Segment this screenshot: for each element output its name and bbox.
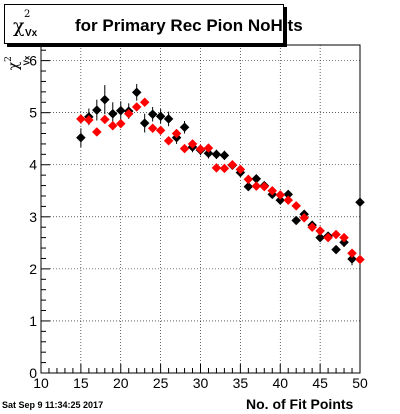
- y-axis-label-superscript: 2: [3, 56, 14, 62]
- y-tick-label: 6: [29, 53, 37, 69]
- series-red-point: [275, 190, 286, 200]
- series-black-point: [155, 111, 166, 122]
- series-red-point: [219, 163, 230, 174]
- series-black-point: [99, 94, 110, 105]
- series-red-point: [76, 114, 86, 124]
- series-red-point: [227, 159, 238, 170]
- series-red-point: [307, 222, 318, 233]
- x-tick-label: 30: [193, 375, 209, 391]
- plot-frame: [40, 44, 361, 374]
- series-red-point: [131, 102, 142, 112]
- title-chi-symbol: χ: [13, 15, 25, 37]
- series-black-point: [131, 87, 142, 98]
- series-red-point: [323, 232, 333, 243]
- series-red-point: [355, 254, 365, 265]
- series-red-point: [171, 128, 182, 139]
- x-tick-label: 35: [233, 375, 249, 391]
- series-red-point: [339, 232, 349, 243]
- y-axis-label: χ 2 Vx: [3, 46, 36, 86]
- series-black-point: [243, 181, 254, 192]
- x-tick-label: 40: [272, 375, 288, 391]
- series-red-point: [107, 120, 118, 131]
- series-red-point: [83, 115, 94, 125]
- y-tick-label: 4: [29, 157, 37, 173]
- series-black-point: [179, 122, 190, 133]
- title-box: χ 2 Vx for Primary Rec Pion NoHits: [4, 4, 303, 44]
- x-tick-label: 15: [73, 375, 89, 391]
- series-black-point: [91, 105, 102, 115]
- series-red-point: [267, 185, 278, 196]
- series-red-point: [91, 127, 102, 137]
- series-red-point: [331, 229, 341, 240]
- y-tick-label: 5: [29, 105, 37, 121]
- timestamp: Sat Sep 9 11:34:25 2017: [2, 400, 104, 410]
- series-red-point: [251, 181, 262, 191]
- series-red-point: [291, 201, 302, 211]
- series-red-point: [299, 212, 310, 223]
- series-red-point: [155, 125, 166, 136]
- series-red-point: [259, 181, 270, 192]
- series-black-point: [203, 148, 214, 159]
- x-tick-label: 10: [33, 375, 49, 391]
- series-red-point: [203, 143, 214, 153]
- series-red-point: [235, 164, 246, 175]
- series-red-point: [99, 114, 110, 125]
- series-black-point: [115, 105, 126, 116]
- x-tick-label: 20: [113, 375, 129, 391]
- series-black-point: [219, 150, 230, 161]
- y-tick-label: 3: [29, 209, 37, 225]
- series-black-point: [211, 149, 222, 160]
- series-red-point: [147, 123, 158, 134]
- series-black-point: [107, 108, 118, 119]
- series-black-point: [147, 109, 158, 120]
- series-black-point: [347, 254, 357, 264]
- y-axis-label-subscript: Vx: [22, 55, 32, 66]
- chart-title: for Primary Rec Pion NoHits: [75, 16, 303, 35]
- series-red-point: [243, 174, 254, 185]
- series-black-point: [355, 197, 365, 208]
- title-superscript: 2: [24, 9, 31, 20]
- title-subscript: Vx: [25, 28, 38, 39]
- series-red-point: [115, 118, 126, 129]
- y-tick-label: 0: [29, 365, 37, 381]
- x-tick-label: 25: [153, 375, 169, 391]
- series-red-point: [123, 108, 134, 119]
- series-red-point: [283, 195, 294, 206]
- series-red-point: [163, 135, 174, 146]
- x-tick-label: 45: [312, 375, 328, 391]
- series-black-point: [331, 244, 341, 255]
- series-red-point: [179, 143, 190, 154]
- y-axis-label-symbol: χ: [6, 61, 23, 71]
- y-tick-label: 2: [29, 261, 37, 277]
- x-axis-label: No. of Fit Points: [246, 396, 354, 412]
- series-black-point: [291, 215, 302, 226]
- series-black-point: [139, 118, 150, 128]
- series-red-point: [211, 163, 222, 173]
- y-tick-label: 1: [29, 313, 37, 329]
- series-black-point: [315, 232, 325, 243]
- series-black-point: [275, 195, 286, 206]
- series-red-point: [347, 248, 357, 259]
- series-red-point: [139, 97, 150, 108]
- series-red-point: [315, 226, 325, 236]
- series-black-point: [163, 114, 174, 124]
- series-red-point: [187, 139, 198, 149]
- x-tick-label: 50: [352, 375, 368, 391]
- series-red-point: [195, 144, 206, 154]
- series-black-point: [76, 132, 86, 143]
